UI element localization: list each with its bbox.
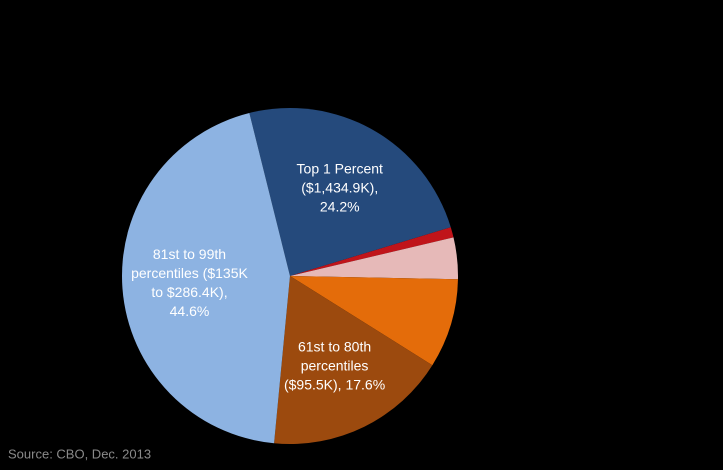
source-note: Source: CBO, Dec. 2013	[8, 446, 151, 461]
slice-label-line: percentiles ($135K	[131, 265, 248, 281]
slice-label-line: Top 1 Percent	[297, 160, 383, 176]
pie-slice	[274, 276, 433, 444]
pie-slice	[249, 107, 451, 276]
slice-label-line: 81st to 99th	[153, 246, 226, 262]
slice-label-line: ($95.5K), 17.6%	[284, 376, 385, 392]
slice-label-line: 44.6%	[170, 303, 210, 319]
pie-slice	[121, 112, 290, 444]
slice-label-line: percentiles	[301, 357, 369, 373]
slice-label-line: 61st to 80th	[298, 338, 371, 354]
slice-label: 61st to 80th percentiles ($95.5K), 17.6%	[284, 338, 385, 392]
slice-label: Top 1 Percent ($1,434.9K), 24.2%	[297, 160, 383, 214]
slice-label-line: to $286.4K),	[151, 284, 227, 300]
slice-label-line: ($1,434.9K),	[301, 179, 378, 195]
pie-slice	[290, 276, 458, 366]
slice-label: 81st to 99th percentiles ($135K to $286.4K…	[131, 246, 248, 319]
pie-slice	[290, 237, 458, 280]
pie-slice	[290, 227, 454, 276]
slice-label-line: 24.2%	[320, 198, 360, 214]
